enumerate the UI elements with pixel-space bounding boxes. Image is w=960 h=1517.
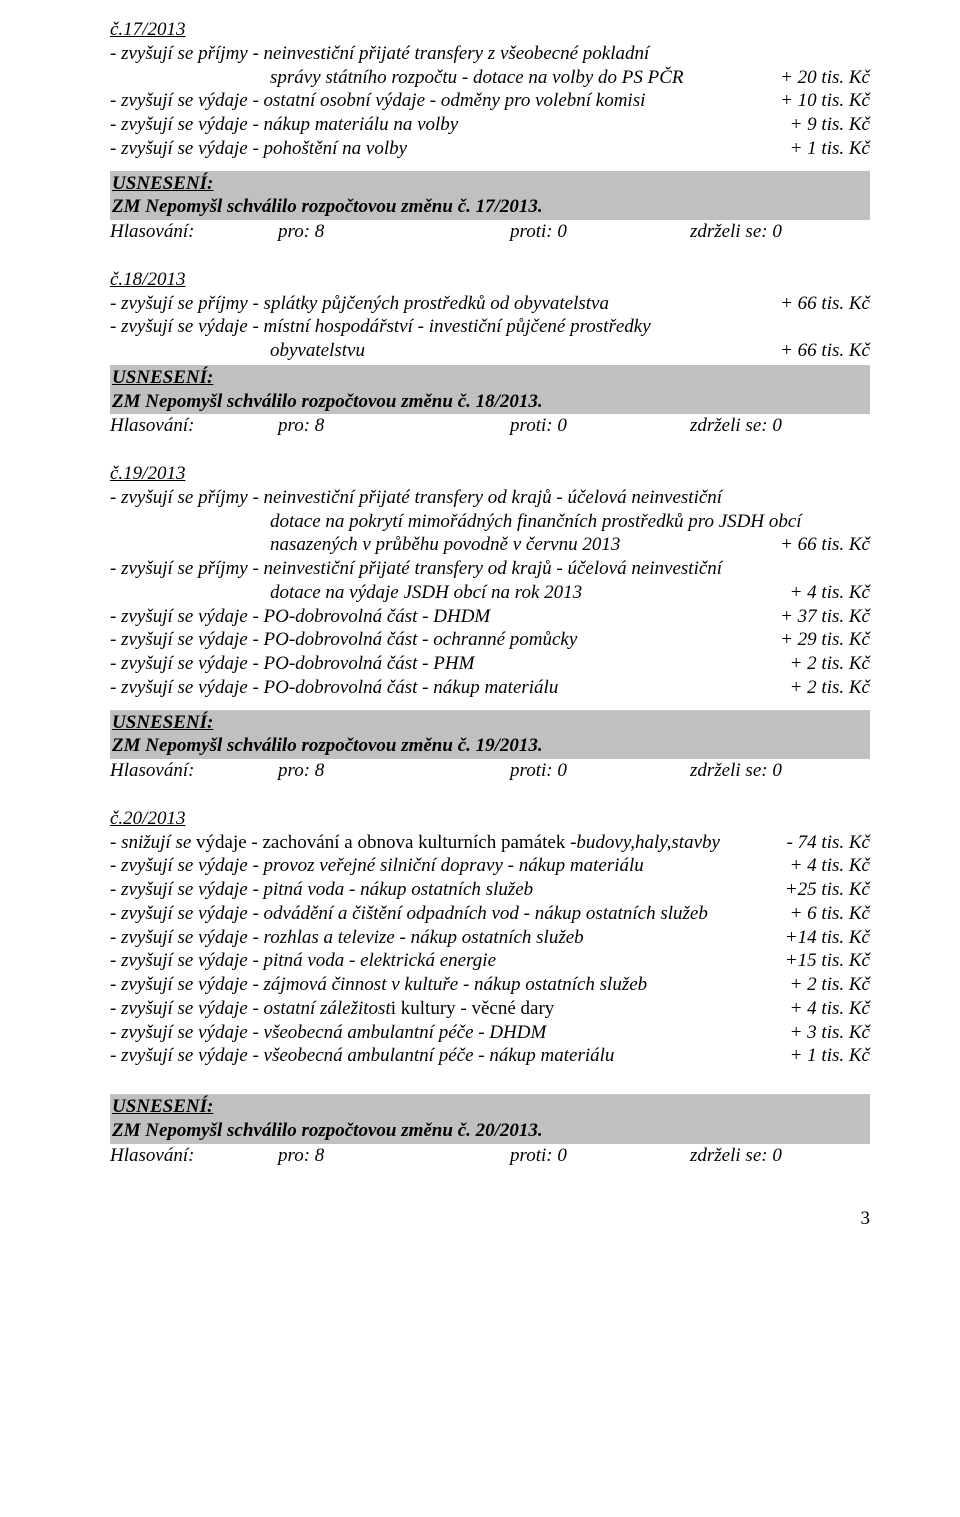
s20-line2-left: - zvyšují se výdaje - provoz veřejné sil…: [110, 854, 644, 878]
s20-line4-amount: + 6 tis. Kč: [790, 902, 870, 926]
s19-line9-left: - zvyšují se výdaje - PO-dobrovolná část…: [110, 676, 558, 700]
s17-vote-row: Hlasování: pro: 8 proti: 0 zdrželi se: 0: [110, 220, 870, 244]
s20-line1-a: - snižují se: [110, 832, 196, 853]
vote-zdr: zdrželi se: 0: [690, 220, 782, 244]
s20-line5-amount: +14 tis. Kč: [785, 926, 870, 950]
s17-line5-amount: + 1 tis. Kč: [790, 137, 870, 161]
s20-line8-a: - zvyšují se výdaje - ostatní záležitost: [110, 998, 391, 1019]
s17-line3-amount: + 10 tis. Kč: [780, 89, 870, 113]
s20-res-line: ZM Nepomyšl schválilo rozpočtovou změnu …: [112, 1119, 868, 1143]
s17-resolution: USNESENÍ: ZM Nepomyšl schválilo rozpočto…: [110, 171, 870, 221]
s20-line8-b: i kultury - věcné dary: [391, 998, 555, 1019]
s17-line5-left: - zvyšují se výdaje - pohoštění na volby: [110, 137, 407, 161]
section-20-heading: č.20/2013: [110, 807, 870, 831]
s19-line7-amount: + 29 tis. Kč: [780, 628, 870, 652]
s20-line8-left: - zvyšují se výdaje - ostatní záležitost…: [110, 997, 554, 1021]
vote-pro: pro: 8: [278, 414, 510, 438]
vote-proti: proti: 0: [510, 1144, 690, 1168]
s20-line9-amount: + 3 tis. Kč: [790, 1021, 870, 1045]
s17-res-line: ZM Nepomyšl schválilo rozpočtovou změnu …: [112, 195, 868, 219]
s20-line10-amount: + 1 tis. Kč: [790, 1044, 870, 1068]
s19-line6-amount: + 37 tis. Kč: [780, 605, 870, 629]
s20-line8-amount: + 4 tis. Kč: [790, 997, 870, 1021]
page-number: 3: [110, 1207, 870, 1231]
s19-line4: - zvyšují se příjmy - neinvestiční přija…: [110, 557, 870, 581]
s20-line6-amount: +15 tis. Kč: [785, 949, 870, 973]
s20-line1-left: - snižují se výdaje - zachování a obnova…: [110, 831, 720, 855]
vote-pro: pro: 8: [278, 759, 510, 783]
s18-line3-amount: + 66 tis. Kč: [780, 339, 870, 363]
s18-res-line: ZM Nepomyšl schválilo rozpočtovou změnu …: [112, 390, 868, 414]
vote-proti: proti: 0: [510, 759, 690, 783]
s18-line1-left: - zvyšují se příjmy - splátky půjčených …: [110, 292, 609, 316]
s19-line6-left: - zvyšují se výdaje - PO-dobrovolná část…: [110, 605, 490, 629]
s18-vote-row: Hlasování: pro: 8 proti: 0 zdrželi se: 0: [110, 414, 870, 438]
s19-res-title: USNESENÍ:: [112, 711, 868, 735]
s19-line8-left: - zvyšují se výdaje - PO-dobrovolná část…: [110, 652, 474, 676]
s17-line2-left: správy státního rozpočtu - dotace na vol…: [110, 66, 684, 90]
s19-line3-amount: + 66 tis. Kč: [780, 533, 870, 557]
s17-line4-left: - zvyšují se výdaje - nákup materiálu na…: [110, 113, 458, 137]
s20-vote-row: Hlasování: pro: 8 proti: 0 zdrželi se: 0: [110, 1144, 870, 1168]
s20-res-title: USNESENÍ:: [112, 1095, 868, 1119]
s17-line4-amount: + 9 tis. Kč: [790, 113, 870, 137]
s20-line3-left: - zvyšují se výdaje - pitná voda - nákup…: [110, 878, 533, 902]
s19-line8-amount: + 2 tis. Kč: [790, 652, 870, 676]
vote-pro: pro: 8: [278, 1144, 510, 1168]
s20-line3-amount: +25 tis. Kč: [785, 878, 870, 902]
s19-line5-amount: + 4 tis. Kč: [790, 581, 870, 605]
s17-line2-amount: + 20 tis. Kč: [780, 66, 870, 90]
vote-pro: pro: 8: [278, 220, 510, 244]
s18-res-title: USNESENÍ:: [112, 366, 868, 390]
s20-line9-left: - zvyšují se výdaje - všeobecná ambulant…: [110, 1021, 546, 1045]
vote-label: Hlasování:: [110, 1144, 278, 1168]
vote-proti: proti: 0: [510, 414, 690, 438]
s20-line6-left: - zvyšují se výdaje - pitná voda - elekt…: [110, 949, 496, 973]
s19-line3-left: nasazených v průběhu povodně v červnu 20…: [110, 533, 620, 557]
vote-proti: proti: 0: [510, 220, 690, 244]
vote-zdr: zdrželi se: 0: [690, 414, 782, 438]
s20-line2-amount: + 4 tis. Kč: [790, 854, 870, 878]
s18-line1-amount: + 66 tis. Kč: [780, 292, 870, 316]
s20-line7-left: - zvyšují se výdaje - zájmová činnost v …: [110, 973, 647, 997]
s18-resolution: USNESENÍ: ZM Nepomyšl schválilo rozpočto…: [110, 365, 870, 415]
vote-zdr: zdrželi se: 0: [690, 1144, 782, 1168]
s19-resolution: USNESENÍ: ZM Nepomyšl schválilo rozpočto…: [110, 710, 870, 760]
s19-line1: - zvyšují se příjmy - neinvestiční přija…: [110, 486, 870, 510]
s19-line2: dotace na pokrytí mimořádných finančních…: [110, 510, 870, 534]
s20-line5-left: - zvyšují se výdaje - rozhlas a televize…: [110, 926, 584, 950]
s19-res-line: ZM Nepomyšl schválilo rozpočtovou změnu …: [112, 734, 868, 758]
s19-line5-left: dotace na výdaje JSDH obcí na rok 2013: [110, 581, 582, 605]
s20-line10-left: - zvyšují se výdaje - všeobecná ambulant…: [110, 1044, 614, 1068]
s18-line2: - zvyšují se výdaje - místní hospodářstv…: [110, 315, 870, 339]
s20-line7-amount: + 2 tis. Kč: [790, 973, 870, 997]
s20-line4-left: - zvyšují se výdaje - odvádění a čištění…: [110, 902, 708, 926]
vote-label: Hlasování:: [110, 759, 278, 783]
s19-line9-amount: + 2 tis. Kč: [790, 676, 870, 700]
s20-line1-amount: - 74 tis. Kč: [787, 831, 870, 855]
s17-line3-left: - zvyšují se výdaje - ostatní osobní výd…: [110, 89, 645, 113]
s19-line7-left: - zvyšují se výdaje - PO-dobrovolná část…: [110, 628, 577, 652]
section-19-heading: č.19/2013: [110, 462, 870, 486]
vote-label: Hlasování:: [110, 414, 278, 438]
vote-label: Hlasování:: [110, 220, 278, 244]
s20-resolution: USNESENÍ: ZM Nepomyšl schválilo rozpočto…: [110, 1094, 870, 1144]
s17-line1: - zvyšují se příjmy - neinvestiční přija…: [110, 42, 870, 66]
s20-line1-c: budovy,haly,stavby: [576, 832, 720, 853]
section-18-heading: č.18/2013: [110, 268, 870, 292]
s19-vote-row: Hlasování: pro: 8 proti: 0 zdrželi se: 0: [110, 759, 870, 783]
s17-res-title: USNESENÍ:: [112, 172, 868, 196]
section-17-heading: č.17/2013: [110, 18, 870, 42]
s18-line3-left: obyvatelstvu: [110, 339, 365, 363]
vote-zdr: zdrželi se: 0: [690, 759, 782, 783]
s20-line1-b: výdaje - zachování a obnova kulturních p…: [196, 832, 576, 853]
